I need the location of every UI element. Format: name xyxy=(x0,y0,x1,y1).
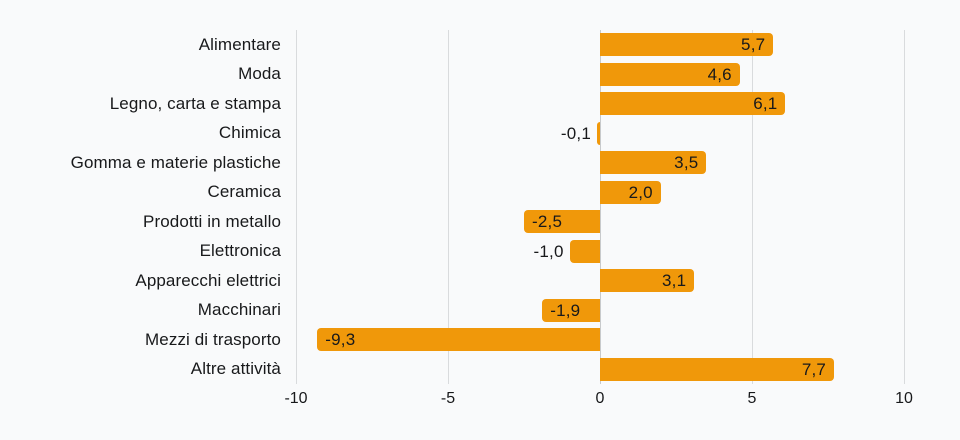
value-label: -0,1 xyxy=(560,123,591,143)
category-label: Ceramica xyxy=(207,182,281,202)
bar[interactable] xyxy=(600,151,707,175)
category-label: Legno, carta e stampa xyxy=(109,93,281,113)
value-label: 7,7 xyxy=(801,359,827,379)
value-label: -9,3 xyxy=(325,330,356,350)
bar[interactable] xyxy=(542,298,600,322)
value-label: 2,0 xyxy=(628,182,653,202)
category-label: Elettronica xyxy=(199,241,281,261)
value-label: 4,6 xyxy=(707,64,732,84)
gridline xyxy=(295,30,297,384)
gridline xyxy=(447,30,449,384)
category-label: Alimentare xyxy=(198,34,281,54)
gridline xyxy=(751,30,753,384)
zero-gridline xyxy=(599,30,601,384)
value-label: 6,1 xyxy=(753,94,778,114)
value-label: -2,5 xyxy=(532,212,563,232)
category-label: Gomma e materie plastiche xyxy=(70,152,281,172)
category-label: Apparecchi elettrici xyxy=(135,270,281,290)
category-label: Altre attività xyxy=(190,359,281,379)
value-label: -1,9 xyxy=(550,300,581,320)
value-label: 3,5 xyxy=(674,153,699,173)
value-label: -1,0 xyxy=(533,241,564,261)
bar[interactable] xyxy=(600,62,740,86)
x-tick-label: 10 xyxy=(895,390,913,407)
value-label: 5,7 xyxy=(741,35,766,55)
x-tick-label: 0 xyxy=(595,390,605,407)
x-tick-label: 5 xyxy=(747,390,757,407)
category-label: Macchinari xyxy=(197,300,281,320)
category-label: Mezzi di trasporto xyxy=(145,329,281,349)
bar[interactable] xyxy=(600,33,774,57)
bar[interactable] xyxy=(600,269,695,293)
x-tick-label: -10 xyxy=(284,390,308,407)
bar[interactable] xyxy=(600,357,835,381)
bar[interactable] xyxy=(600,180,661,204)
category-label: Moda xyxy=(238,64,281,84)
value-label: 3,1 xyxy=(662,271,687,291)
bar[interactable] xyxy=(600,92,786,116)
x-tick-label: -5 xyxy=(440,390,456,407)
bar[interactable] xyxy=(569,239,600,263)
gridline xyxy=(903,30,905,384)
bar[interactable] xyxy=(524,210,600,234)
category-label: Chimica xyxy=(218,123,281,143)
bar[interactable] xyxy=(596,121,600,145)
bar[interactable] xyxy=(317,328,600,352)
category-label: Prodotti in metallo xyxy=(143,211,281,231)
